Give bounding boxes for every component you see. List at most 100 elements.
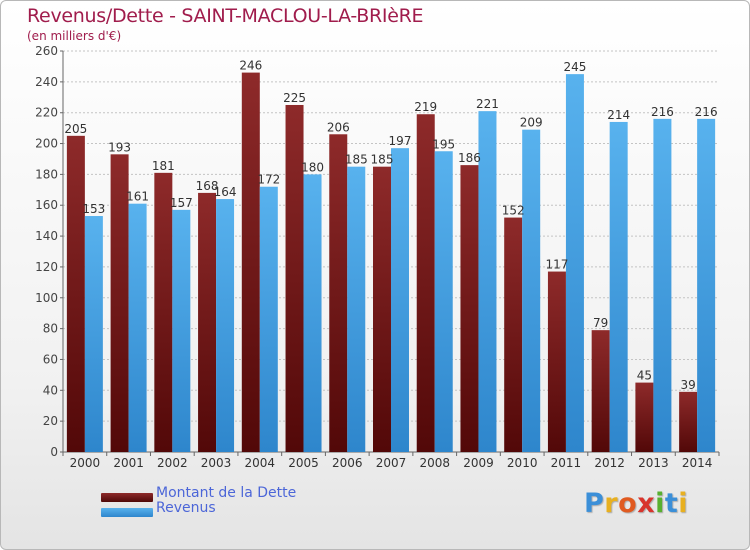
data-label-dette: 219 bbox=[414, 100, 437, 114]
data-label-revenus: 164 bbox=[214, 185, 237, 199]
data-label-revenus: 161 bbox=[126, 190, 149, 204]
data-label-dette: 152 bbox=[502, 204, 525, 218]
logo-letter: i bbox=[655, 488, 665, 519]
bar-dette bbox=[110, 154, 129, 453]
data-label-dette: 205 bbox=[64, 122, 87, 136]
y-tick-label: 100 bbox=[35, 291, 58, 305]
data-label-dette: 246 bbox=[239, 59, 262, 73]
data-label-revenus: 185 bbox=[345, 153, 368, 167]
y-tick-label: 40 bbox=[43, 383, 58, 397]
y-tick-label: 80 bbox=[43, 322, 58, 336]
chart-title: Revenus/Dette - SAINT-MACLOU-LA-BRIèRE bbox=[27, 5, 424, 27]
bar-dette bbox=[416, 114, 435, 452]
legend-swatch-revenus bbox=[101, 508, 153, 517]
y-tick-label: 160 bbox=[35, 198, 58, 212]
data-label-revenus: 221 bbox=[476, 97, 499, 111]
x-tick-label: 2004 bbox=[245, 456, 276, 470]
bar-revenus bbox=[347, 166, 366, 452]
bar-revenus bbox=[478, 111, 497, 453]
data-label-revenus: 209 bbox=[520, 116, 543, 130]
data-label-revenus: 216 bbox=[695, 105, 718, 119]
data-label-revenus: 245 bbox=[563, 60, 586, 74]
bar-revenus bbox=[653, 118, 672, 452]
data-label-revenus: 153 bbox=[82, 202, 105, 216]
bar-dette bbox=[679, 391, 698, 452]
bar-revenus bbox=[522, 129, 541, 452]
bar-revenus bbox=[434, 151, 453, 452]
data-label-revenus: 197 bbox=[389, 134, 412, 148]
legend-swatch-dette bbox=[101, 493, 153, 502]
bar-dette bbox=[154, 172, 173, 453]
x-tick-label: 2012 bbox=[594, 456, 625, 470]
data-label-dette: 168 bbox=[196, 179, 219, 193]
bar-dette bbox=[329, 134, 348, 453]
logo-letter: P bbox=[584, 488, 605, 519]
y-tick-label: 0 bbox=[50, 445, 58, 459]
data-label-revenus: 195 bbox=[432, 137, 455, 151]
y-tick-label: 20 bbox=[43, 414, 58, 428]
bar-revenus bbox=[84, 216, 103, 452]
bar-dette bbox=[241, 72, 260, 452]
x-tick-label: 2001 bbox=[113, 456, 144, 470]
y-tick-label: 220 bbox=[35, 106, 58, 120]
x-tick-label: 2002 bbox=[157, 456, 188, 470]
bar-revenus bbox=[259, 186, 278, 452]
bar-dette bbox=[66, 135, 85, 453]
bar-dette bbox=[373, 166, 391, 452]
y-tick-label: 260 bbox=[35, 44, 58, 58]
x-tick-label: 2009 bbox=[463, 456, 494, 470]
data-label-dette: 225 bbox=[283, 91, 306, 105]
x-tick-label: 2010 bbox=[507, 456, 538, 470]
x-tick-label: 2000 bbox=[70, 456, 101, 470]
chart-subtitle: (en milliers d'€) bbox=[27, 29, 122, 43]
x-tick-label: 2013 bbox=[638, 456, 669, 470]
y-tick-label: 180 bbox=[35, 167, 58, 181]
data-label-dette: 79 bbox=[593, 316, 608, 330]
bar-revenus bbox=[172, 209, 191, 452]
bar-dette bbox=[504, 217, 523, 452]
bar-dette bbox=[198, 192, 217, 452]
data-label-dette: 39 bbox=[680, 378, 695, 392]
logo-letter: i bbox=[678, 488, 689, 519]
y-tick-label: 60 bbox=[43, 352, 58, 366]
legend-label-revenus: Revenus bbox=[156, 500, 216, 516]
data-label-revenus: 172 bbox=[257, 173, 280, 187]
x-tick-label: 2011 bbox=[551, 456, 582, 470]
bar-revenus bbox=[391, 148, 409, 452]
x-tick-label: 2005 bbox=[288, 456, 319, 470]
legend-label-dette: Montant de la Dette bbox=[156, 485, 297, 501]
data-label-dette: 117 bbox=[545, 258, 568, 272]
data-label-dette: 185 bbox=[371, 153, 394, 167]
y-tick-label: 140 bbox=[35, 229, 58, 243]
logo-letter: r bbox=[604, 488, 619, 519]
x-tick-label: 2008 bbox=[419, 456, 450, 470]
data-label-dette: 206 bbox=[327, 120, 350, 134]
x-tick-label: 2003 bbox=[201, 456, 232, 470]
bar-revenus bbox=[565, 74, 584, 452]
data-label-dette: 181 bbox=[152, 159, 175, 173]
x-tick-label: 2006 bbox=[332, 456, 363, 470]
logo-letter: t bbox=[664, 488, 679, 519]
axis-layer: 0 20 40 60 80 100 120 140 160 180 200 220 240 260 2000… bbox=[35, 44, 720, 470]
logo-letter: o bbox=[618, 488, 638, 519]
bar-revenus bbox=[216, 199, 235, 452]
bar-dette bbox=[635, 382, 654, 452]
data-label-revenus: 157 bbox=[170, 196, 193, 210]
data-label-revenus: 216 bbox=[651, 105, 674, 119]
bar-revenus bbox=[128, 203, 147, 452]
bar-revenus bbox=[303, 174, 322, 452]
data-label-dette: 193 bbox=[108, 140, 131, 154]
x-tick-label: 2014 bbox=[682, 456, 713, 470]
bar-revenus bbox=[697, 118, 716, 452]
proxiti-logo: Proxiti bbox=[584, 488, 688, 519]
y-tick-label: 240 bbox=[35, 75, 58, 89]
bar-dette bbox=[460, 165, 479, 452]
bar-dette bbox=[591, 330, 610, 452]
x-tick-label: 2007 bbox=[376, 456, 407, 470]
bar-layer bbox=[66, 72, 716, 453]
y-tick-label: 200 bbox=[35, 137, 58, 151]
bar-revenus bbox=[609, 121, 628, 452]
